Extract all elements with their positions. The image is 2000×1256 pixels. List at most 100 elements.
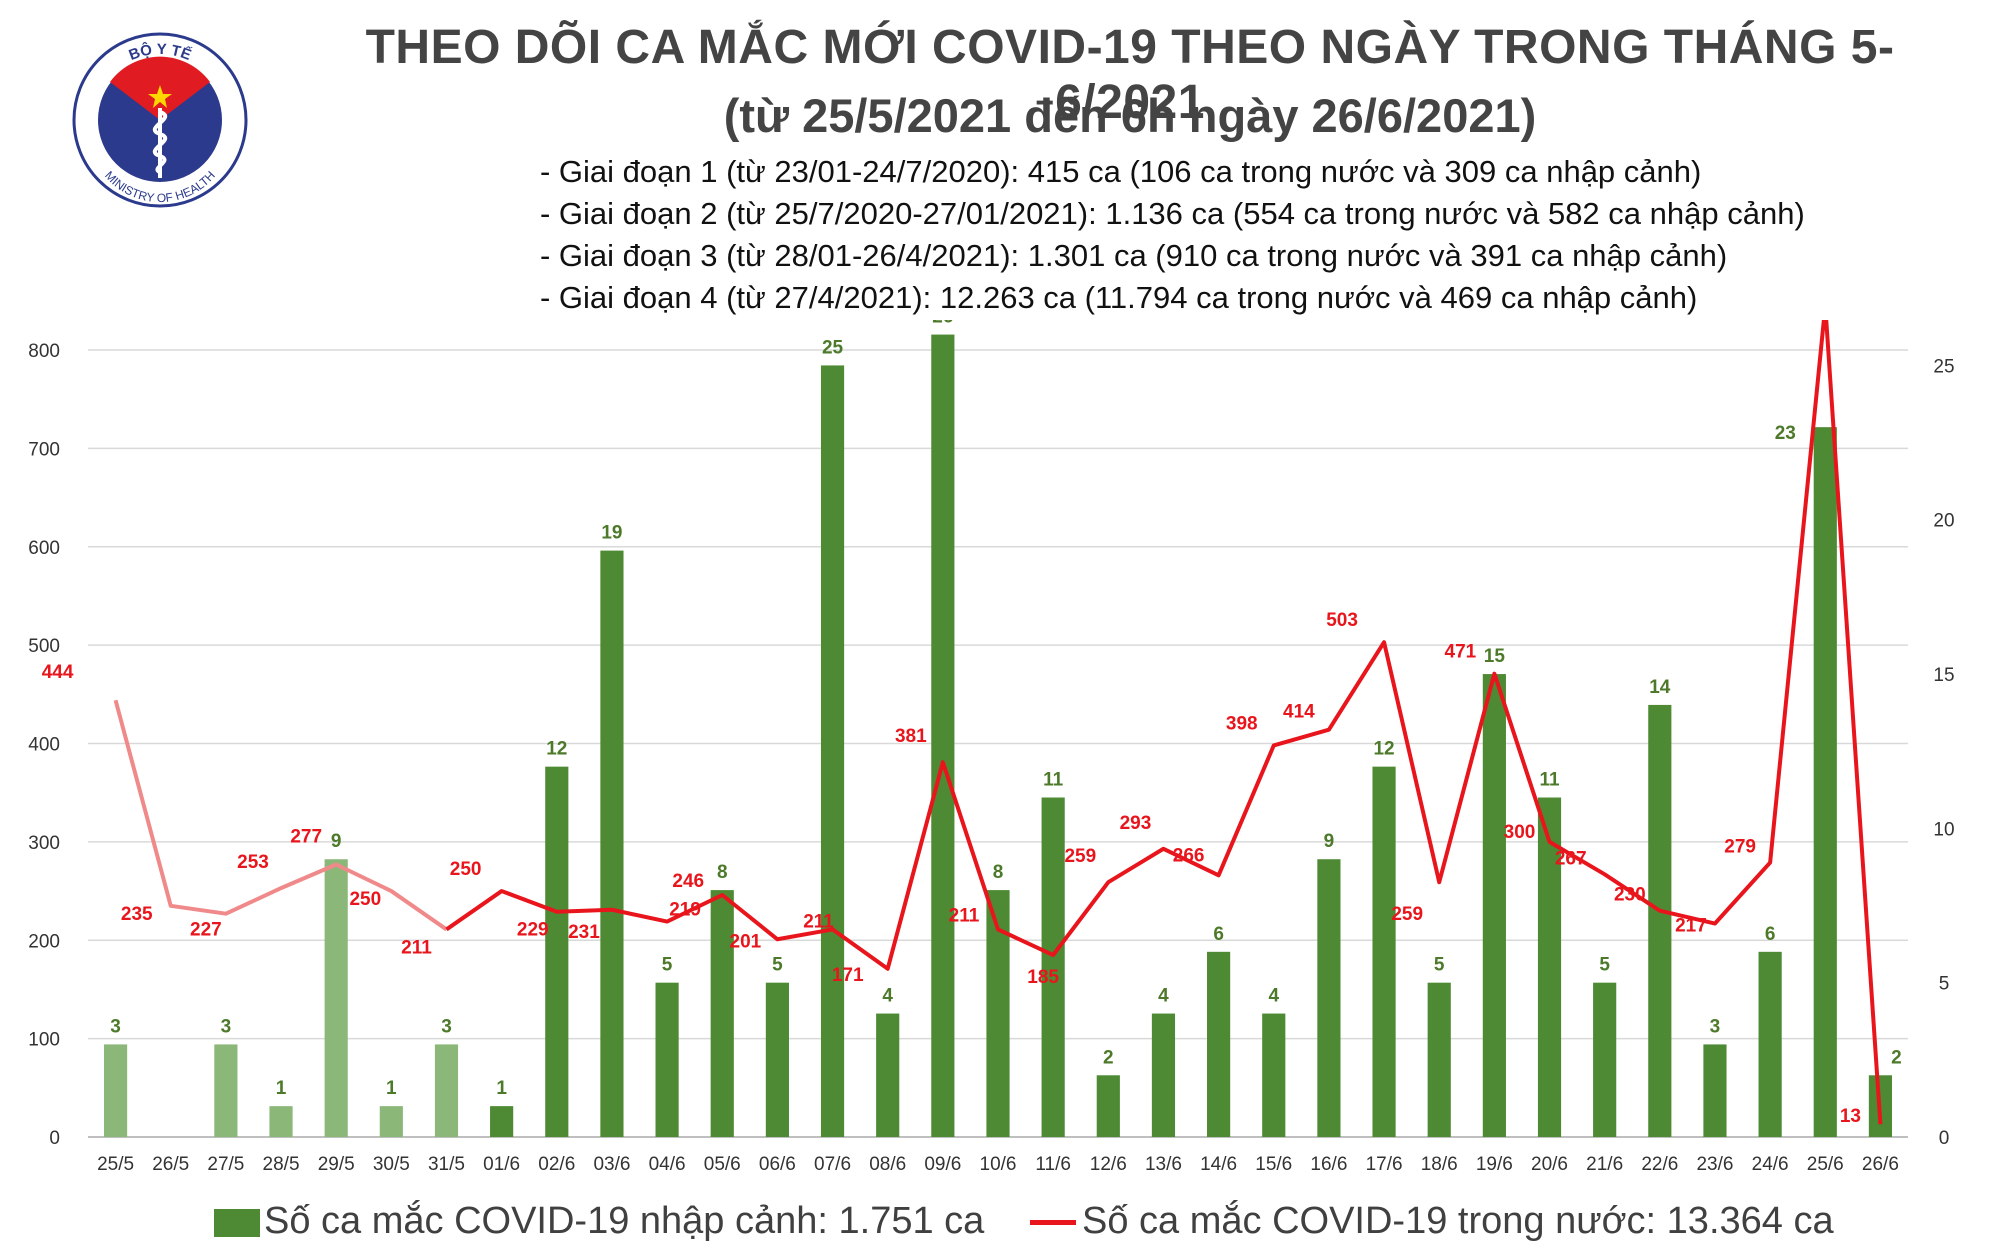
bar-imported xyxy=(655,982,679,1137)
bar-value-label: 1 xyxy=(276,1078,287,1099)
bar-value-label: 1 xyxy=(386,1078,397,1099)
line-value-label: 266 xyxy=(1173,845,1205,866)
x-tick-label: 02/6 xyxy=(538,1154,575,1175)
y-left-tick-label: 100 xyxy=(28,1030,60,1051)
bar-value-label: 9 xyxy=(331,831,342,852)
x-tick-label: 26/5 xyxy=(152,1154,189,1175)
line-value-label: 414 xyxy=(1283,702,1315,723)
bar-imported xyxy=(269,1106,293,1137)
bar-value-label: 4 xyxy=(1268,986,1279,1007)
chart-subtitle: (từ 25/5/2021 đến 6h ngày 26/6/2021) xyxy=(723,89,1537,142)
bar-value-label: 11 xyxy=(1043,770,1064,791)
logo-top-text: BỘ Y TẾ xyxy=(127,40,194,64)
line-value-label: 235 xyxy=(121,904,153,925)
x-tick-label: 27/5 xyxy=(207,1154,244,1175)
legend-imported: Số ca mắc COVID-19 nhập cảnh: 1.751 ca xyxy=(214,1200,984,1242)
bar-imported xyxy=(1096,1075,1120,1137)
x-tick-label: 11/6 xyxy=(1035,1154,1071,1175)
bar-imported xyxy=(103,1044,128,1137)
y-left-tick-label: 500 xyxy=(28,636,60,657)
line-value-label: 277 xyxy=(290,827,322,848)
line-value-label: 293 xyxy=(1120,813,1152,834)
line-value-label: 444 xyxy=(42,662,74,683)
line-value-label: 267 xyxy=(1555,848,1587,869)
bar-imported xyxy=(820,365,845,1137)
bar-value-label: 3 xyxy=(1710,1016,1721,1037)
x-tick-label: 14/6 xyxy=(1200,1154,1237,1175)
bar-value-label: 5 xyxy=(772,955,783,976)
x-tick-label: 04/6 xyxy=(649,1154,686,1175)
line-value-label: 259 xyxy=(1064,846,1096,867)
stage-4-note: - Giai đoạn 4 (từ 27/4/2021): 12.263 ca … xyxy=(540,280,1698,315)
bar-imported xyxy=(1317,859,1341,1137)
x-tick-label: 05/6 xyxy=(704,1154,741,1175)
bar-value-label: 25 xyxy=(822,337,844,358)
x-tick-label: 23/6 xyxy=(1696,1154,1733,1175)
x-tick-label: 15/6 xyxy=(1255,1154,1292,1175)
line-value-label: 211 xyxy=(401,937,432,958)
line-value-label: 219 xyxy=(669,900,701,921)
x-tick-label: 26/6 xyxy=(1862,1154,1899,1175)
y-right-tick-label: 10 xyxy=(1933,819,1954,840)
x-tick-label: 25/6 xyxy=(1807,1154,1844,1175)
bar-value-label: 3 xyxy=(221,1016,232,1037)
stage-3-note: - Giai đoạn 3 (từ 28/01-26/4/2021): 1.30… xyxy=(540,238,1728,273)
bar-value-label: 14 xyxy=(1649,677,1671,698)
line-value-label: 13 xyxy=(1840,1106,1861,1127)
x-tick-label: 21/6 xyxy=(1586,1154,1623,1175)
bar-value-label: 3 xyxy=(441,1016,452,1037)
line-value-label: 185 xyxy=(1027,967,1059,988)
x-tick-label: 10/6 xyxy=(980,1154,1017,1175)
bar-value-label: 12 xyxy=(1373,739,1394,760)
bar-value-label: 6 xyxy=(1765,924,1776,945)
line-value-label: 217 xyxy=(1675,916,1707,937)
bar-imported xyxy=(710,890,734,1137)
line-value-label: 231 xyxy=(568,922,600,943)
y-left-tick-label: 400 xyxy=(28,735,60,756)
bar-imported xyxy=(1593,982,1617,1137)
line-value-label: 381 xyxy=(895,726,927,747)
x-tick-label: 13/6 xyxy=(1145,1154,1182,1175)
y-left-tick-label: 300 xyxy=(28,833,60,854)
x-tick-label: 19/6 xyxy=(1476,1154,1513,1175)
x-tick-label: 09/6 xyxy=(924,1154,961,1175)
bar-imported xyxy=(876,1013,900,1137)
bar-imported xyxy=(324,859,348,1137)
bar-value-label: 15 xyxy=(1484,646,1506,667)
bar-imported xyxy=(1427,982,1451,1137)
x-tick-label: 24/6 xyxy=(1752,1154,1789,1175)
x-tick-label: 16/6 xyxy=(1310,1154,1347,1175)
x-tick-label: 30/5 xyxy=(373,1154,410,1175)
legend-domestic-swatch xyxy=(1030,1220,1076,1226)
bar-imported xyxy=(214,1044,238,1137)
line-value-label: 229 xyxy=(517,920,549,941)
stage-1-note: - Giai đoạn 1 (từ 23/01-24/7/2020): 415 … xyxy=(540,154,1702,189)
bar-value-label: 8 xyxy=(993,862,1004,883)
bar-imported xyxy=(379,1106,403,1137)
legend-domestic-label: Số ca mắc COVID-19 trong nước: 13.364 ca xyxy=(1082,1200,1834,1242)
bar-imported xyxy=(1041,797,1065,1137)
line-domestic-faded xyxy=(113,699,448,932)
y-right-tick-label: 15 xyxy=(1933,665,1954,686)
bar-imported xyxy=(1758,951,1782,1137)
y-left-tick-label: 800 xyxy=(28,341,60,362)
bar-value-label: 1 xyxy=(496,1078,507,1099)
bar-imported xyxy=(986,890,1010,1137)
bar-value-label: 4 xyxy=(882,986,893,1007)
x-tick-label: 31/5 xyxy=(428,1154,465,1175)
x-tick-label: 28/5 xyxy=(263,1154,300,1175)
bar-imported xyxy=(545,766,569,1137)
bar-value-label: 6 xyxy=(1213,924,1224,945)
x-tick-label: 07/6 xyxy=(814,1154,851,1175)
bar-imported xyxy=(600,550,624,1137)
y-left-tick-label: 700 xyxy=(28,439,60,460)
bar-value-label: 3 xyxy=(110,1016,121,1037)
ministry-of-health-logo: BỘ Y TẾ MINISTRY OF HEALTH xyxy=(72,32,248,208)
y-right-tick-label: 20 xyxy=(1933,511,1954,532)
bar-value-label: 26 xyxy=(932,320,953,328)
x-tick-label: 22/6 xyxy=(1641,1154,1678,1175)
x-tick-label: 06/6 xyxy=(759,1154,796,1175)
line-value-label: 259 xyxy=(1391,904,1423,925)
line-value-label: 201 xyxy=(730,931,762,952)
line-value-label: 211 xyxy=(949,905,980,926)
